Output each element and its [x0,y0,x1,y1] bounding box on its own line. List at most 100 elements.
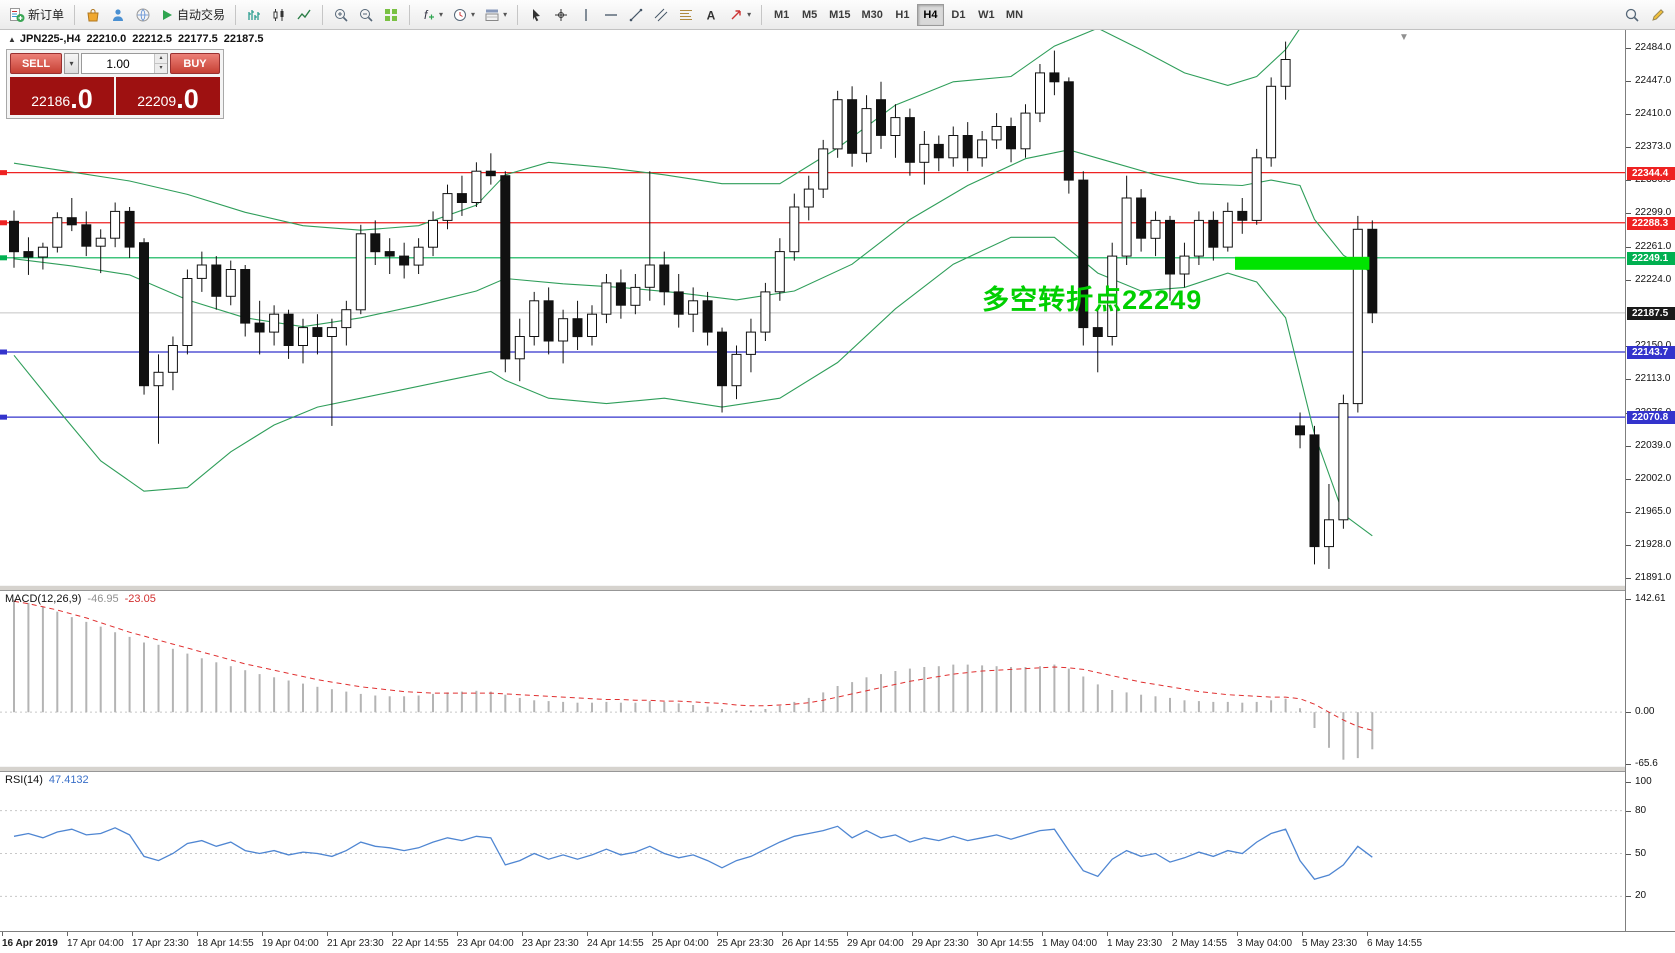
buy-price-frac: .0 [176,84,199,114]
main-chart-canvas[interactable] [0,30,1625,585]
toolbar-separator [761,4,763,25]
macd-tick-label: 142.61 [1635,593,1666,604]
axis-tick-mark [1626,213,1631,214]
rsi-pane[interactable]: RSI(14) 47.4132 [0,772,1625,931]
fibonacci-tool-button[interactable] [674,3,698,27]
buy-button[interactable]: BUY [170,53,220,74]
macd-main-value: -46.95 [87,593,119,605]
time-tick-mark [1042,932,1043,936]
arrows-tool-button[interactable]: ▾ [724,3,755,27]
rsi-line [13,825,1373,880]
periods-button[interactable]: ▾ [448,3,479,27]
macd-pane[interactable]: MACD(12,26,9) -46.95 -23.05 [0,591,1625,766]
text-tool-button[interactable]: A [699,3,723,27]
candle-body [1136,197,1147,239]
candle-body [702,300,713,333]
timeframe-m5[interactable]: M5 [801,8,818,21]
vertical-line-tool-button[interactable] [574,3,598,27]
time-tick-mark [717,932,718,936]
zoom-in-button[interactable] [329,3,353,27]
new-order-button[interactable]: 新订单 [5,3,68,27]
horizontal-line-tool-button[interactable] [599,3,623,27]
trendline-tool-button[interactable] [624,3,648,27]
rsi-canvas[interactable] [0,772,1625,931]
templates-button[interactable]: ▾ [480,3,511,27]
timeframe-w1[interactable]: W1 [978,8,995,21]
time-tick-mark [782,932,783,936]
auto-trading-button[interactable]: 自动交易 [156,3,229,27]
indicators-icon: f [420,7,436,23]
crosshair-tool-button[interactable] [549,3,573,27]
volume-down-button[interactable]: ▾ [155,64,167,73]
macd-canvas[interactable] [0,591,1625,766]
candle-body [211,264,222,297]
timeframe-m1[interactable]: M1 [773,8,790,21]
timeframe-m15[interactable]: M15 [829,8,851,21]
time-axis[interactable]: 16 Apr 2019 17 Apr 04:00 17 Apr 23:30 18 Ap… [0,931,1675,953]
candle-body [529,300,540,337]
candle-body [1150,219,1161,239]
highlight-segment[interactable] [1235,256,1370,270]
time-tick-mark [2,932,3,936]
timeframe-h4[interactable]: H4 [916,3,944,26]
indicators-button[interactable]: f ▾ [416,3,447,27]
signals-icon [110,7,126,23]
tile-windows-button[interactable] [379,3,403,27]
line-chart-button[interactable] [292,3,316,27]
feedback-pencil-button[interactable] [1646,3,1670,27]
timeframe-mn[interactable]: MN [1005,8,1024,21]
axis-tick-mark [1626,896,1631,897]
time-tick-mark [197,932,198,936]
candle-body [37,246,48,258]
time-tick-mark [522,932,523,936]
volume-input[interactable] [82,54,154,73]
bar-chart-button[interactable] [242,3,266,27]
trendline-icon [628,7,644,23]
candle-body [442,193,453,221]
price-axis[interactable]: 22484.022447.022410.022373.022336.022299… [1625,30,1675,931]
candlestick-chart-button[interactable] [267,3,291,27]
market-button[interactable] [81,3,105,27]
buy-price-display[interactable]: 22209.0 [116,77,220,115]
rsi-name: RSI(14) [5,774,43,786]
axis-tick-mark [1626,479,1631,480]
cursor-tool-button[interactable] [524,3,548,27]
search-button[interactable] [1620,3,1644,27]
zoom-out-button[interactable] [354,3,378,27]
arrows-icon [728,7,744,23]
timeframe-h1[interactable]: H1 [895,8,910,21]
oct-collapse-toggle[interactable]: ▲ [8,35,16,44]
pane-separator[interactable] [0,766,1675,772]
sell-button[interactable]: SELL [10,53,62,74]
vps-button[interactable] [131,3,155,27]
time-tick-mark [1302,932,1303,936]
chart-shift-marker[interactable]: ▼ [1399,32,1409,43]
search-icon [1624,7,1640,23]
dropdown-caret: ▾ [439,10,444,19]
candle-body [774,251,785,293]
sell-price-frac: .0 [70,84,93,114]
sell-price-display[interactable]: 22186.0 [10,77,114,115]
timeframe-d1[interactable]: D1 [951,8,966,21]
time-tick-label: 16 Apr 2019 [2,938,58,949]
axis-tick-mark [1626,81,1631,82]
volume-up-button[interactable]: ▴ [155,54,167,64]
volume-dropdown-button[interactable]: ▾ [64,53,79,74]
candle-body [789,206,800,253]
candle-body [456,193,467,204]
signals-button[interactable] [106,3,130,27]
timeframe-m30[interactable]: M30 [861,8,883,21]
axis-tick-mark [1626,446,1631,447]
pane-separator[interactable] [0,585,1675,591]
main-chart-pane[interactable]: ▲ JPN225-,H4 22210.0 22212.5 22177.5 22187.5 … [0,30,1625,585]
channel-tool-button[interactable] [649,3,673,27]
toolbar-separator [409,4,411,25]
bar-low: 22177.5 [178,33,218,45]
axis-tick-mark [1626,854,1631,855]
candle-body [991,126,1002,141]
axis-tick-mark [1626,180,1631,181]
candle-body [890,117,901,136]
candle-body [1063,81,1074,181]
price-tick-label: 22261.0 [1635,241,1672,252]
line-chart-icon [296,7,312,23]
